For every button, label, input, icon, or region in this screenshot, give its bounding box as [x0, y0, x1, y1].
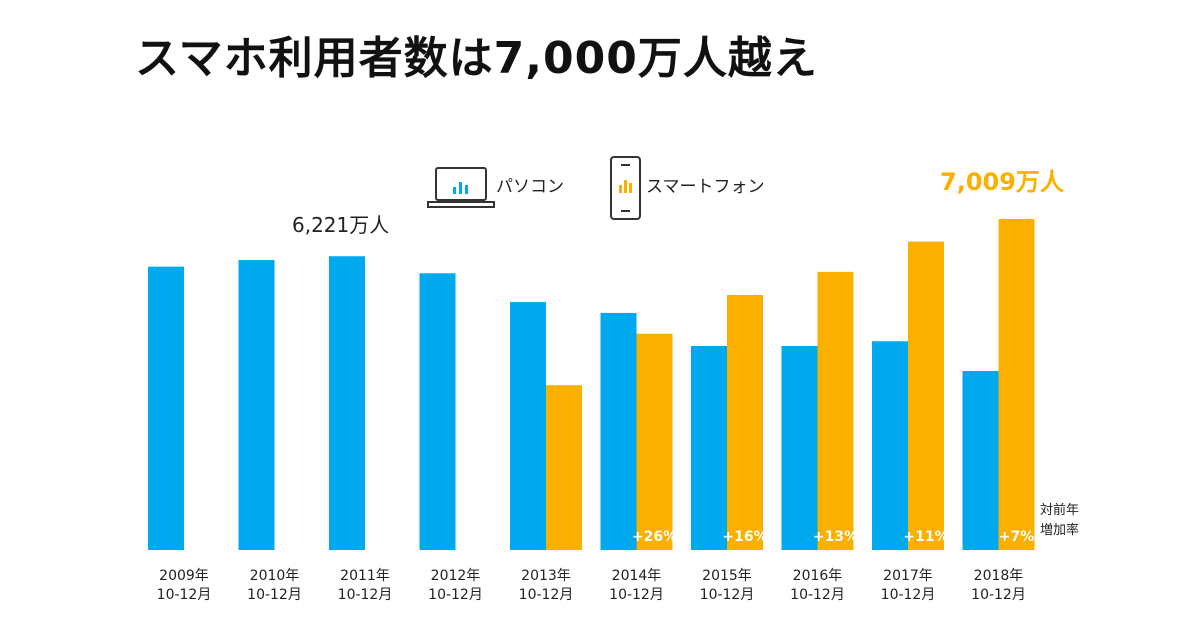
x-tick-label-5-0: 2014年 — [612, 568, 662, 584]
pc-bar-2 — [329, 256, 365, 550]
growth-rate-label-7: +13% — [813, 529, 858, 545]
legend-smartphone-label: スマートフォン — [646, 177, 765, 197]
smartphone-bar-7 — [817, 271, 854, 550]
growth-rate-label-9: +7% — [999, 529, 1035, 545]
smartphone-bar-5 — [636, 333, 673, 550]
x-tick-label-0-0: 2009年 — [159, 568, 209, 584]
pc-bar-3 — [419, 273, 456, 550]
chart-title: スマホ利用者数は7,000万人越え — [135, 33, 818, 84]
x-tick-label-4-1: 10-12月 — [519, 587, 574, 603]
x-tick-label-2-0: 2011年 — [340, 568, 390, 584]
pc-bar-1 — [238, 260, 275, 550]
x-tick-label-5-1: 10-12月 — [609, 587, 664, 603]
growth-header-line2: 増加率 — [1040, 522, 1079, 538]
x-tick-label-6-0: 2015年 — [702, 568, 752, 584]
pc-bar-0 — [148, 266, 184, 550]
smartphone-bar-8 — [908, 241, 944, 550]
growth-rate-label-6: +16% — [722, 529, 767, 545]
bars-layer — [148, 219, 1035, 550]
x-tick-label-3-1: 10-12月 — [428, 587, 483, 603]
smartphone-peak-annotation: 7,009万人 — [940, 168, 1064, 196]
growth-header-line1: 対前年 — [1040, 502, 1079, 518]
x-tick-label-3-0: 2012年 — [431, 568, 481, 584]
x-tick-label-8-0: 2017年 — [883, 568, 933, 584]
laptop-icon — [427, 167, 495, 208]
legend-pc-label: パソコン — [496, 177, 564, 197]
x-tick-label-9-0: 2018年 — [974, 568, 1024, 584]
labels-layer: 2009年 10-12月 2010年 10-12月 2011年 10-12月 2012年 10… — [157, 529, 1035, 603]
smartphone-bar-4 — [546, 385, 582, 550]
x-tick-label-0-1: 10-12月 — [157, 587, 212, 603]
x-tick-label-7-0: 2016年 — [793, 568, 843, 584]
pc-bar-7 — [781, 346, 818, 550]
x-tick-label-4-0: 2013年 — [521, 568, 571, 584]
smartphone-bar-6 — [727, 295, 763, 550]
x-tick-label-8-1: 10-12月 — [881, 587, 936, 603]
pc-peak-annotation: 6,221万人 — [292, 213, 389, 237]
pc-bar-9 — [962, 371, 999, 550]
smartphone-bar-9 — [998, 219, 1035, 550]
smartphone-icon — [610, 156, 641, 220]
x-tick-label-9-1: 10-12月 — [971, 587, 1026, 603]
pc-bar-4 — [510, 302, 546, 550]
x-tick-label-7-1: 10-12月 — [790, 587, 845, 603]
x-tick-label-2-1: 10-12月 — [338, 587, 393, 603]
growth-rate-label-8: +11% — [903, 529, 948, 545]
growth-rate-label-5: +26% — [632, 529, 677, 545]
pc-bar-6 — [691, 346, 727, 550]
pc-bar-8 — [872, 341, 908, 550]
pc-bar-5 — [600, 312, 637, 550]
x-tick-label-1-1: 10-12月 — [247, 587, 302, 603]
x-tick-label-1-0: 2010年 — [250, 568, 300, 584]
x-tick-label-6-1: 10-12月 — [700, 587, 755, 603]
